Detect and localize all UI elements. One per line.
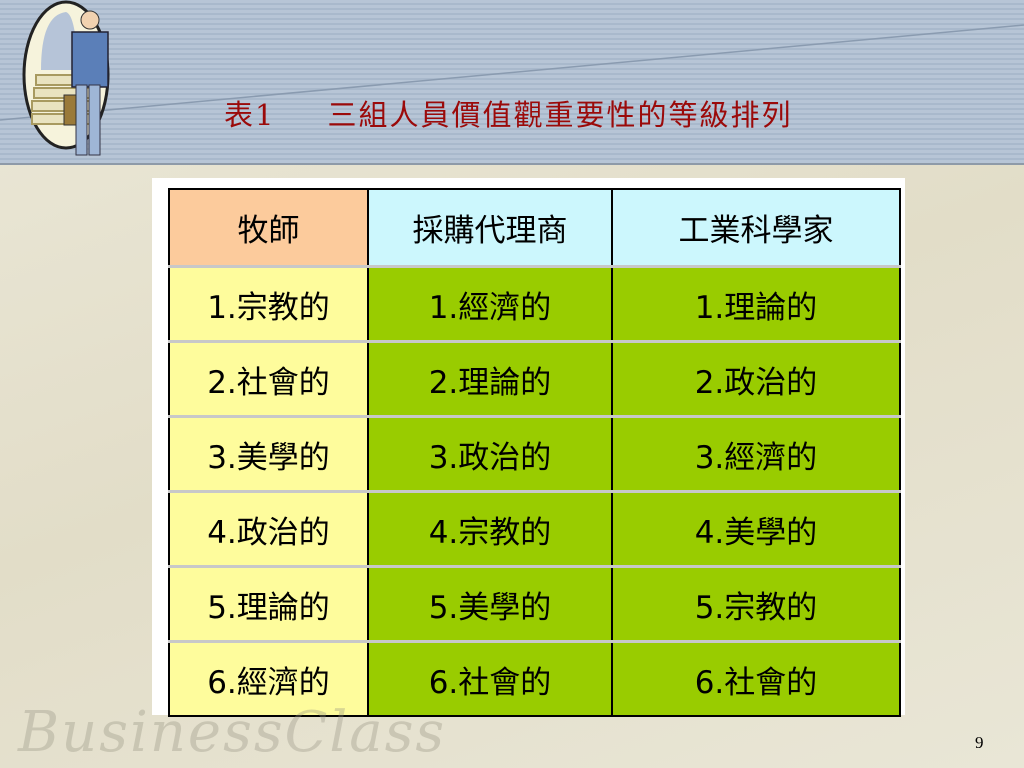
table-cell: 4.政治的: [168, 490, 369, 567]
slide-title: 表1 三組人員價值觀重要性的等級排列: [224, 92, 792, 134]
table-cell: 6.社會的: [611, 640, 901, 716]
header-band: [0, 0, 1024, 165]
page-number: 9: [975, 733, 984, 752]
decorative-line: [0, 24, 1024, 121]
table-cell: 1.經濟的: [367, 265, 613, 342]
table-row: 6.經濟的 6.社會的 6.社會的: [168, 640, 901, 716]
table-cell: 2.政治的: [611, 340, 901, 417]
value-ranking-table: 牧師 採購代理商 工業科學家 1.宗教的 1.經濟的 1.理論的 2.社會的 2.理論…: [168, 188, 901, 717]
table-row: 5.理論的 5.美學的 5.宗教的: [168, 565, 901, 642]
table-cell: 3.美學的: [168, 415, 369, 492]
title-text: 三組人員價值觀重要性的等級排列: [327, 98, 793, 132]
businessclass-watermark: BusinessClass: [18, 700, 447, 765]
table-row: 1.宗教的 1.經濟的 1.理論的: [168, 265, 901, 342]
businessman-illustration-icon: [22, 0, 110, 156]
table-cell: 4.宗教的: [367, 490, 613, 567]
table-cell: 1.理論的: [611, 265, 901, 342]
title-label: 表1: [224, 98, 276, 132]
table-cell: 6.經濟的: [168, 640, 369, 716]
table-cell: 2.理論的: [367, 340, 613, 417]
table-cell: 3.政治的: [367, 415, 613, 492]
table-row: 4.政治的 4.宗教的 4.美學的: [168, 490, 901, 567]
table-row: 2.社會的 2.理論的 2.政治的: [168, 340, 901, 417]
table-cell: 5.宗教的: [611, 565, 901, 642]
table-cell: 5.美學的: [367, 565, 613, 642]
table-cell: 6.社會的: [367, 640, 613, 716]
table-cell: 4.美學的: [611, 490, 901, 567]
table-cell: 5.理論的: [168, 565, 369, 642]
table-cell: 1.宗教的: [168, 265, 369, 342]
table-cell: 2.社會的: [168, 340, 369, 417]
header-purchasing-agent: 採購代理商: [367, 189, 613, 268]
table-row: 3.美學的 3.政治的 3.經濟的: [168, 415, 901, 492]
table-header-row: 牧師 採購代理商 工業科學家: [168, 189, 901, 268]
header-pastor: 牧師: [168, 189, 369, 268]
header-industrial-scientist: 工業科學家: [611, 189, 901, 268]
table-cell: 3.經濟的: [611, 415, 901, 492]
